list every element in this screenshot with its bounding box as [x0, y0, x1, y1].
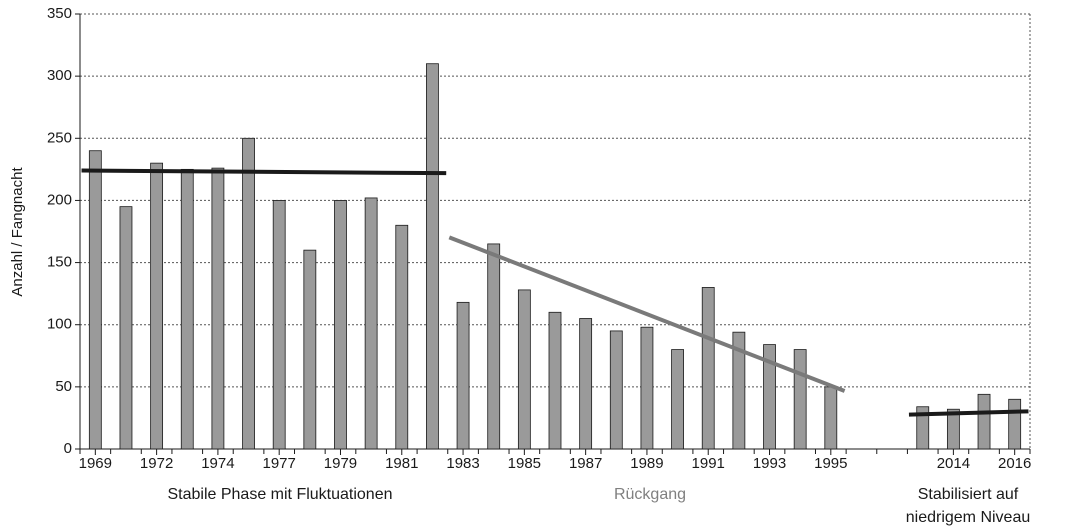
bar — [242, 137, 255, 450]
bar — [977, 393, 991, 450]
phase-label: niedrigem Niveau — [906, 509, 1031, 526]
bar — [426, 63, 439, 450]
trend-line — [448, 235, 846, 393]
bar — [272, 200, 286, 450]
bar — [88, 150, 102, 450]
bar — [364, 197, 378, 450]
phase-label: Stabile Phase mit Fluktuationen — [167, 486, 392, 503]
x-tick-label: 1972 — [140, 455, 173, 472]
x-tick-label: 1993 — [753, 455, 786, 472]
y-tick-label: 200 — [47, 191, 72, 208]
y-axis-label: Anzahl / Fangnacht — [9, 167, 26, 297]
y-tick-label: 150 — [47, 254, 72, 271]
x-tick-label: 1969 — [79, 455, 112, 472]
x-tick-label: 1989 — [630, 455, 663, 472]
y-tick-label: 350 — [47, 5, 72, 22]
y-tick-label: 50 — [55, 378, 72, 395]
phase-label: Stabilisiert auf — [918, 486, 1019, 503]
bar — [671, 349, 684, 450]
bar — [395, 224, 409, 450]
bar — [517, 289, 531, 450]
bar — [456, 301, 470, 450]
bar — [732, 331, 746, 450]
bar — [334, 200, 347, 450]
x-tick-label: 2014 — [937, 455, 970, 472]
x-tick-label: 1983 — [446, 455, 479, 472]
bar — [487, 243, 501, 450]
x-tick-label: 1981 — [385, 455, 418, 472]
bar — [180, 168, 194, 450]
bar — [303, 249, 317, 450]
bar — [763, 344, 776, 450]
bar — [150, 162, 164, 450]
bar — [579, 318, 593, 450]
x-tick-label: 1987 — [569, 455, 602, 472]
bar — [609, 330, 623, 450]
bar — [119, 206, 133, 450]
y-tick-label: 250 — [47, 129, 72, 146]
bar — [946, 408, 960, 450]
x-tick-label: 1991 — [692, 455, 725, 472]
bar — [211, 167, 225, 450]
y-tick-label: 300 — [47, 67, 72, 84]
bar — [548, 311, 562, 450]
bar — [701, 287, 715, 450]
y-tick-label: 100 — [47, 316, 72, 333]
x-tick-label: 1979 — [324, 455, 357, 472]
trend-line — [81, 168, 447, 176]
x-tick-label: 1974 — [201, 455, 234, 472]
trend-line — [908, 409, 1029, 417]
bar — [1008, 398, 1022, 450]
x-tick-label: 1977 — [263, 455, 296, 472]
bar — [824, 386, 838, 450]
x-tick-label: 2016 — [998, 455, 1031, 472]
x-tick-label: 1995 — [814, 455, 847, 472]
phase-label: Rückgang — [614, 486, 686, 503]
y-tick-label: 0 — [64, 440, 72, 457]
x-tick-label: 1985 — [508, 455, 541, 472]
bar — [640, 326, 654, 450]
bar — [916, 406, 930, 450]
bar — [793, 349, 807, 450]
